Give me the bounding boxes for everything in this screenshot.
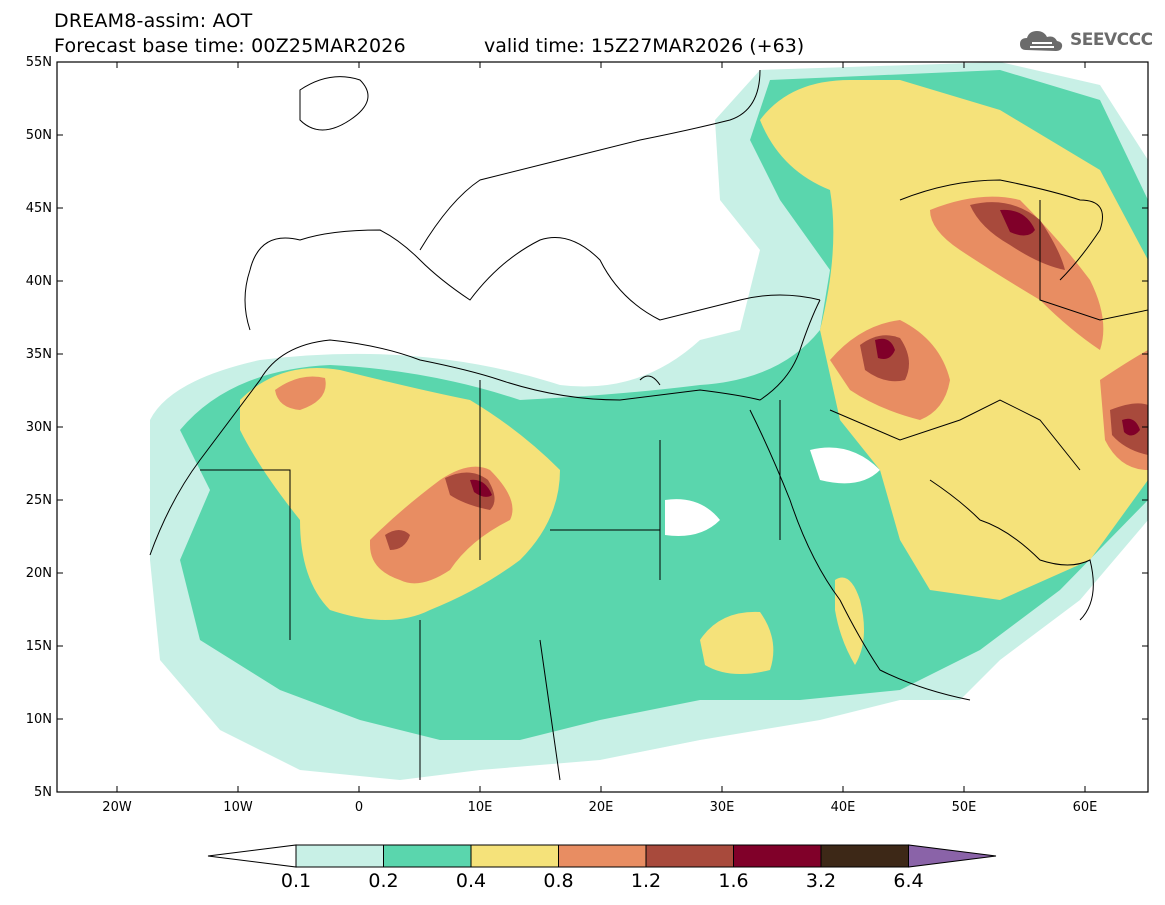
colorbar-label-3.2: 3.2 — [805, 870, 837, 892]
colorbar-label-0.2: 0.2 — [368, 870, 399, 892]
logo-text: SEEVCCC — [1070, 30, 1153, 50]
colorbar-high-arrow — [908, 844, 997, 868]
colorbar-bin-2 — [383, 844, 472, 868]
colorbar-bin-6 — [733, 844, 822, 868]
colorbar-label-0.8: 0.8 — [543, 870, 574, 892]
aot-band-1.6b — [1000, 209, 1035, 236]
cloud-icon — [1020, 31, 1063, 51]
aot-field — [57, 62, 1148, 792]
aot-band-1.2d — [385, 530, 410, 550]
aot-band-0.4d — [835, 577, 864, 665]
colorbar-bin-3 — [470, 844, 559, 868]
colorbar-label-0.1: 0.1 — [280, 870, 312, 892]
lat-label-5n: 5N — [34, 785, 52, 800]
aot-band-0.4b — [760, 80, 1148, 600]
lon-label-10e: 10E — [467, 800, 493, 815]
lon-label-20e: 20E — [588, 800, 614, 815]
colorbar-bin-5 — [645, 844, 734, 868]
lon-label-20w: 20W — [102, 800, 132, 815]
forecast-base-time: Forecast base time: 00Z25MAR2026 — [54, 35, 406, 57]
aot-clear-area — [665, 499, 720, 536]
aot-band-1.6a — [875, 338, 895, 359]
lon-label-40e: 40E — [830, 800, 856, 815]
lon-label-50e: 50E — [951, 800, 977, 815]
coastlines — [149, 69, 1148, 781]
lon-label-60e: 60E — [1072, 800, 1098, 815]
lon-label-30e: 30E — [709, 800, 735, 815]
colorbar-low-arrow — [207, 844, 297, 868]
lat-label-10n: 10N — [25, 712, 52, 727]
lat-label-50n: 50N — [25, 128, 52, 143]
aot-band-1.6d — [1122, 418, 1140, 436]
seevccc-logo: SEEVCCC — [1018, 26, 1158, 56]
aot-clear-area-2 — [810, 447, 880, 484]
aot-band-0.8b — [275, 376, 326, 410]
aot-band-0.8d — [930, 196, 1104, 350]
colorbar-label-1.6: 1.6 — [718, 870, 749, 892]
aot-band-1.2b — [970, 202, 1065, 270]
lon-label-10w: 10W — [223, 800, 253, 815]
valid-time: valid time: 15Z27MAR2026 (+63) — [484, 35, 805, 57]
colorbar-bin-1 — [295, 844, 384, 868]
lat-label-55n: 55N — [25, 55, 52, 70]
lat-label-25n: 25N — [25, 493, 52, 508]
colorbar — [207, 844, 997, 868]
colorbar-label-0.4: 0.4 — [455, 870, 487, 892]
map-title: DREAM8-assim: AOT — [54, 10, 253, 32]
lat-label-45n: 45N — [25, 201, 52, 216]
lat-label-20n: 20N — [25, 566, 52, 581]
lat-label-40n: 40N — [25, 274, 52, 289]
aot-band-1.2c — [445, 472, 495, 510]
lat-label-30n: 30N — [25, 420, 52, 435]
lat-label-35n: 35N — [25, 347, 52, 362]
aot-band-1.6c — [470, 479, 492, 497]
colorbar-bin-4 — [558, 844, 647, 868]
colorbar-label-1.2: 1.2 — [630, 870, 662, 892]
lon-label-0: 0 — [354, 800, 364, 815]
colorbar-bin-7 — [820, 844, 909, 868]
colorbar-label-6.4: 6.4 — [893, 870, 924, 892]
aot-band-0.4c — [700, 611, 774, 674]
axis-ticks — [57, 62, 1148, 792]
lat-label-15n: 15N — [25, 639, 52, 654]
